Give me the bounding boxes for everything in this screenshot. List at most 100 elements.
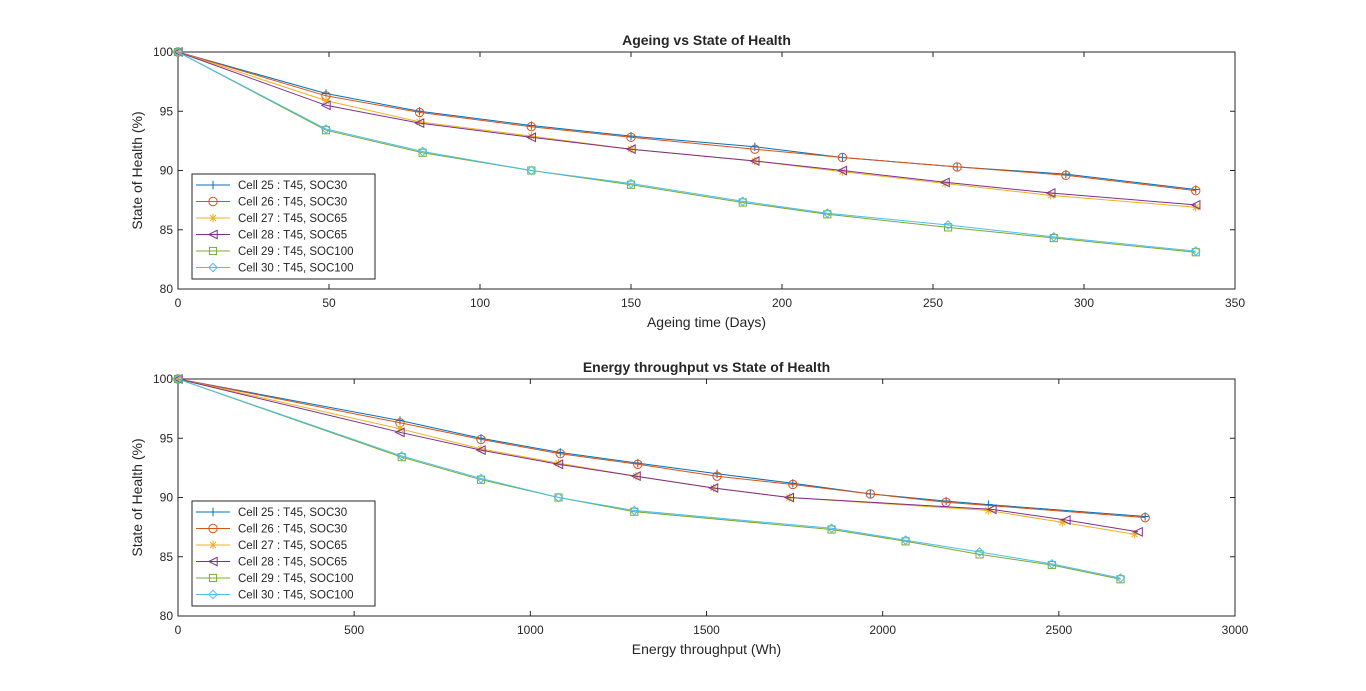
data-point (633, 459, 643, 470)
data-point (553, 492, 564, 503)
legend-entry: Cell 25 : T45, SOC30 (196, 180, 347, 192)
data-point (712, 471, 722, 481)
x-tick-label: 2500 (1045, 623, 1072, 637)
legend-label: Cell 26 : T45, SOC30 (238, 197, 347, 209)
data-point (1140, 512, 1150, 523)
data-point (944, 223, 953, 232)
y-tick-label: 90 (160, 164, 174, 178)
series-6 (173, 374, 1126, 583)
data-point (1130, 530, 1139, 539)
series-2 (173, 47, 1201, 196)
y-tick-label: 100 (153, 45, 173, 59)
data-point (708, 483, 719, 494)
legend-marker (208, 573, 218, 583)
chart-title: Ageing vs State of Health (622, 32, 791, 48)
data-point (475, 445, 486, 456)
data-point (749, 156, 760, 167)
y-tick-label: 95 (160, 431, 174, 445)
y-axis-label: State of Health (%) (129, 111, 145, 229)
legend-entry: Cell 29 : T45, SOC100 (196, 246, 354, 258)
data-point (526, 121, 537, 132)
legend-entry: Cell 30 : T45, SOC100 (196, 263, 354, 275)
data-point (837, 165, 848, 176)
data-point (396, 451, 407, 461)
x-tick-label: 200 (772, 296, 792, 310)
legend-label: Cell 29 : T45, SOC100 (238, 573, 354, 585)
data-point (1190, 246, 1201, 256)
data-point (1191, 185, 1201, 196)
data-point (984, 506, 993, 515)
legend-label: Cell 27 : T45, SOC65 (238, 213, 347, 225)
series-line (177, 51, 1196, 206)
legend-marker (208, 262, 218, 273)
legend-marker (208, 213, 218, 223)
legend-marker (208, 523, 218, 534)
data-point (943, 220, 954, 230)
x-tick-label: 300 (1074, 296, 1094, 310)
legend-label: Cell 27 : T45, SOC65 (238, 540, 347, 552)
legend: Cell 25 : T45, SOC30 Cell 26 : T45, SOC30… (191, 173, 376, 280)
data-point (526, 165, 537, 176)
data-point (838, 167, 847, 176)
data-point (173, 374, 183, 384)
legend-label: Cell 25 : T45, SOC30 (238, 180, 347, 192)
data-point (555, 448, 565, 459)
y-tick-label: 80 (160, 609, 174, 623)
y-tick-label: 90 (160, 491, 174, 505)
series-6 (173, 47, 1201, 256)
legend-box (191, 173, 376, 280)
data-point (625, 144, 636, 155)
data-point (321, 124, 331, 134)
data-point (822, 208, 833, 219)
data-point (321, 96, 331, 105)
x-tick-label: 500 (344, 623, 364, 637)
legend: Cell 25 : T45, SOC30 Cell 26 : T45, SOC30… (191, 500, 376, 607)
x-tick-label: 150 (621, 296, 641, 310)
legend-entry: Cell 26 : T45, SOC30 (196, 524, 347, 536)
data-point (750, 144, 760, 154)
data-point (629, 505, 640, 516)
data-point (527, 131, 536, 141)
data-point (974, 547, 985, 557)
series-4 (172, 46, 1201, 210)
data-point (788, 479, 798, 490)
series-line (177, 378, 1121, 579)
data-point (1058, 518, 1067, 527)
data-point (952, 162, 962, 172)
data-point (554, 458, 563, 468)
y-tick-label: 85 (160, 223, 174, 237)
data-point (837, 152, 848, 163)
series-line (177, 51, 1196, 190)
data-point (939, 177, 950, 188)
legend-label: Cell 29 : T45, SOC100 (238, 246, 354, 258)
x-axis-label: Energy throughput (Wh) (632, 641, 781, 657)
series-line (177, 378, 1146, 519)
legend-marker (208, 540, 218, 550)
x-tick-label: 2000 (869, 623, 896, 637)
data-point (626, 132, 636, 143)
data-point (394, 427, 405, 438)
data-point (865, 489, 876, 499)
data-point (986, 504, 997, 515)
series-line (177, 51, 1196, 253)
x-tick-label: 350 (1225, 296, 1245, 310)
x-tick-label: 100 (470, 296, 490, 310)
data-point (553, 459, 564, 470)
x-tick-label: 1000 (517, 623, 544, 637)
data-point (783, 492, 794, 503)
data-point (320, 100, 331, 111)
chart-energy-vs-soh: 0 500 1000 1500 2000 2500 3000 80 85 90 95 100 Energ… (129, 359, 1249, 657)
data-point (173, 47, 183, 57)
x-tick-label: 3000 (1222, 623, 1249, 637)
series-line (177, 378, 1139, 533)
legend-label: Cell 30 : T45, SOC100 (238, 590, 354, 602)
legend-entry: Cell 27 : T45, SOC65 (196, 213, 347, 225)
legend-label: Cell 28 : T45, SOC65 (238, 230, 347, 242)
legend-entry: Cell 25 : T45, SOC30 (196, 507, 347, 519)
legend-marker (208, 589, 218, 600)
data-point (476, 434, 486, 445)
legend-marker (208, 180, 218, 190)
x-axis-label: Ageing time (Days) (647, 314, 766, 330)
y-tick-label: 95 (160, 104, 174, 118)
